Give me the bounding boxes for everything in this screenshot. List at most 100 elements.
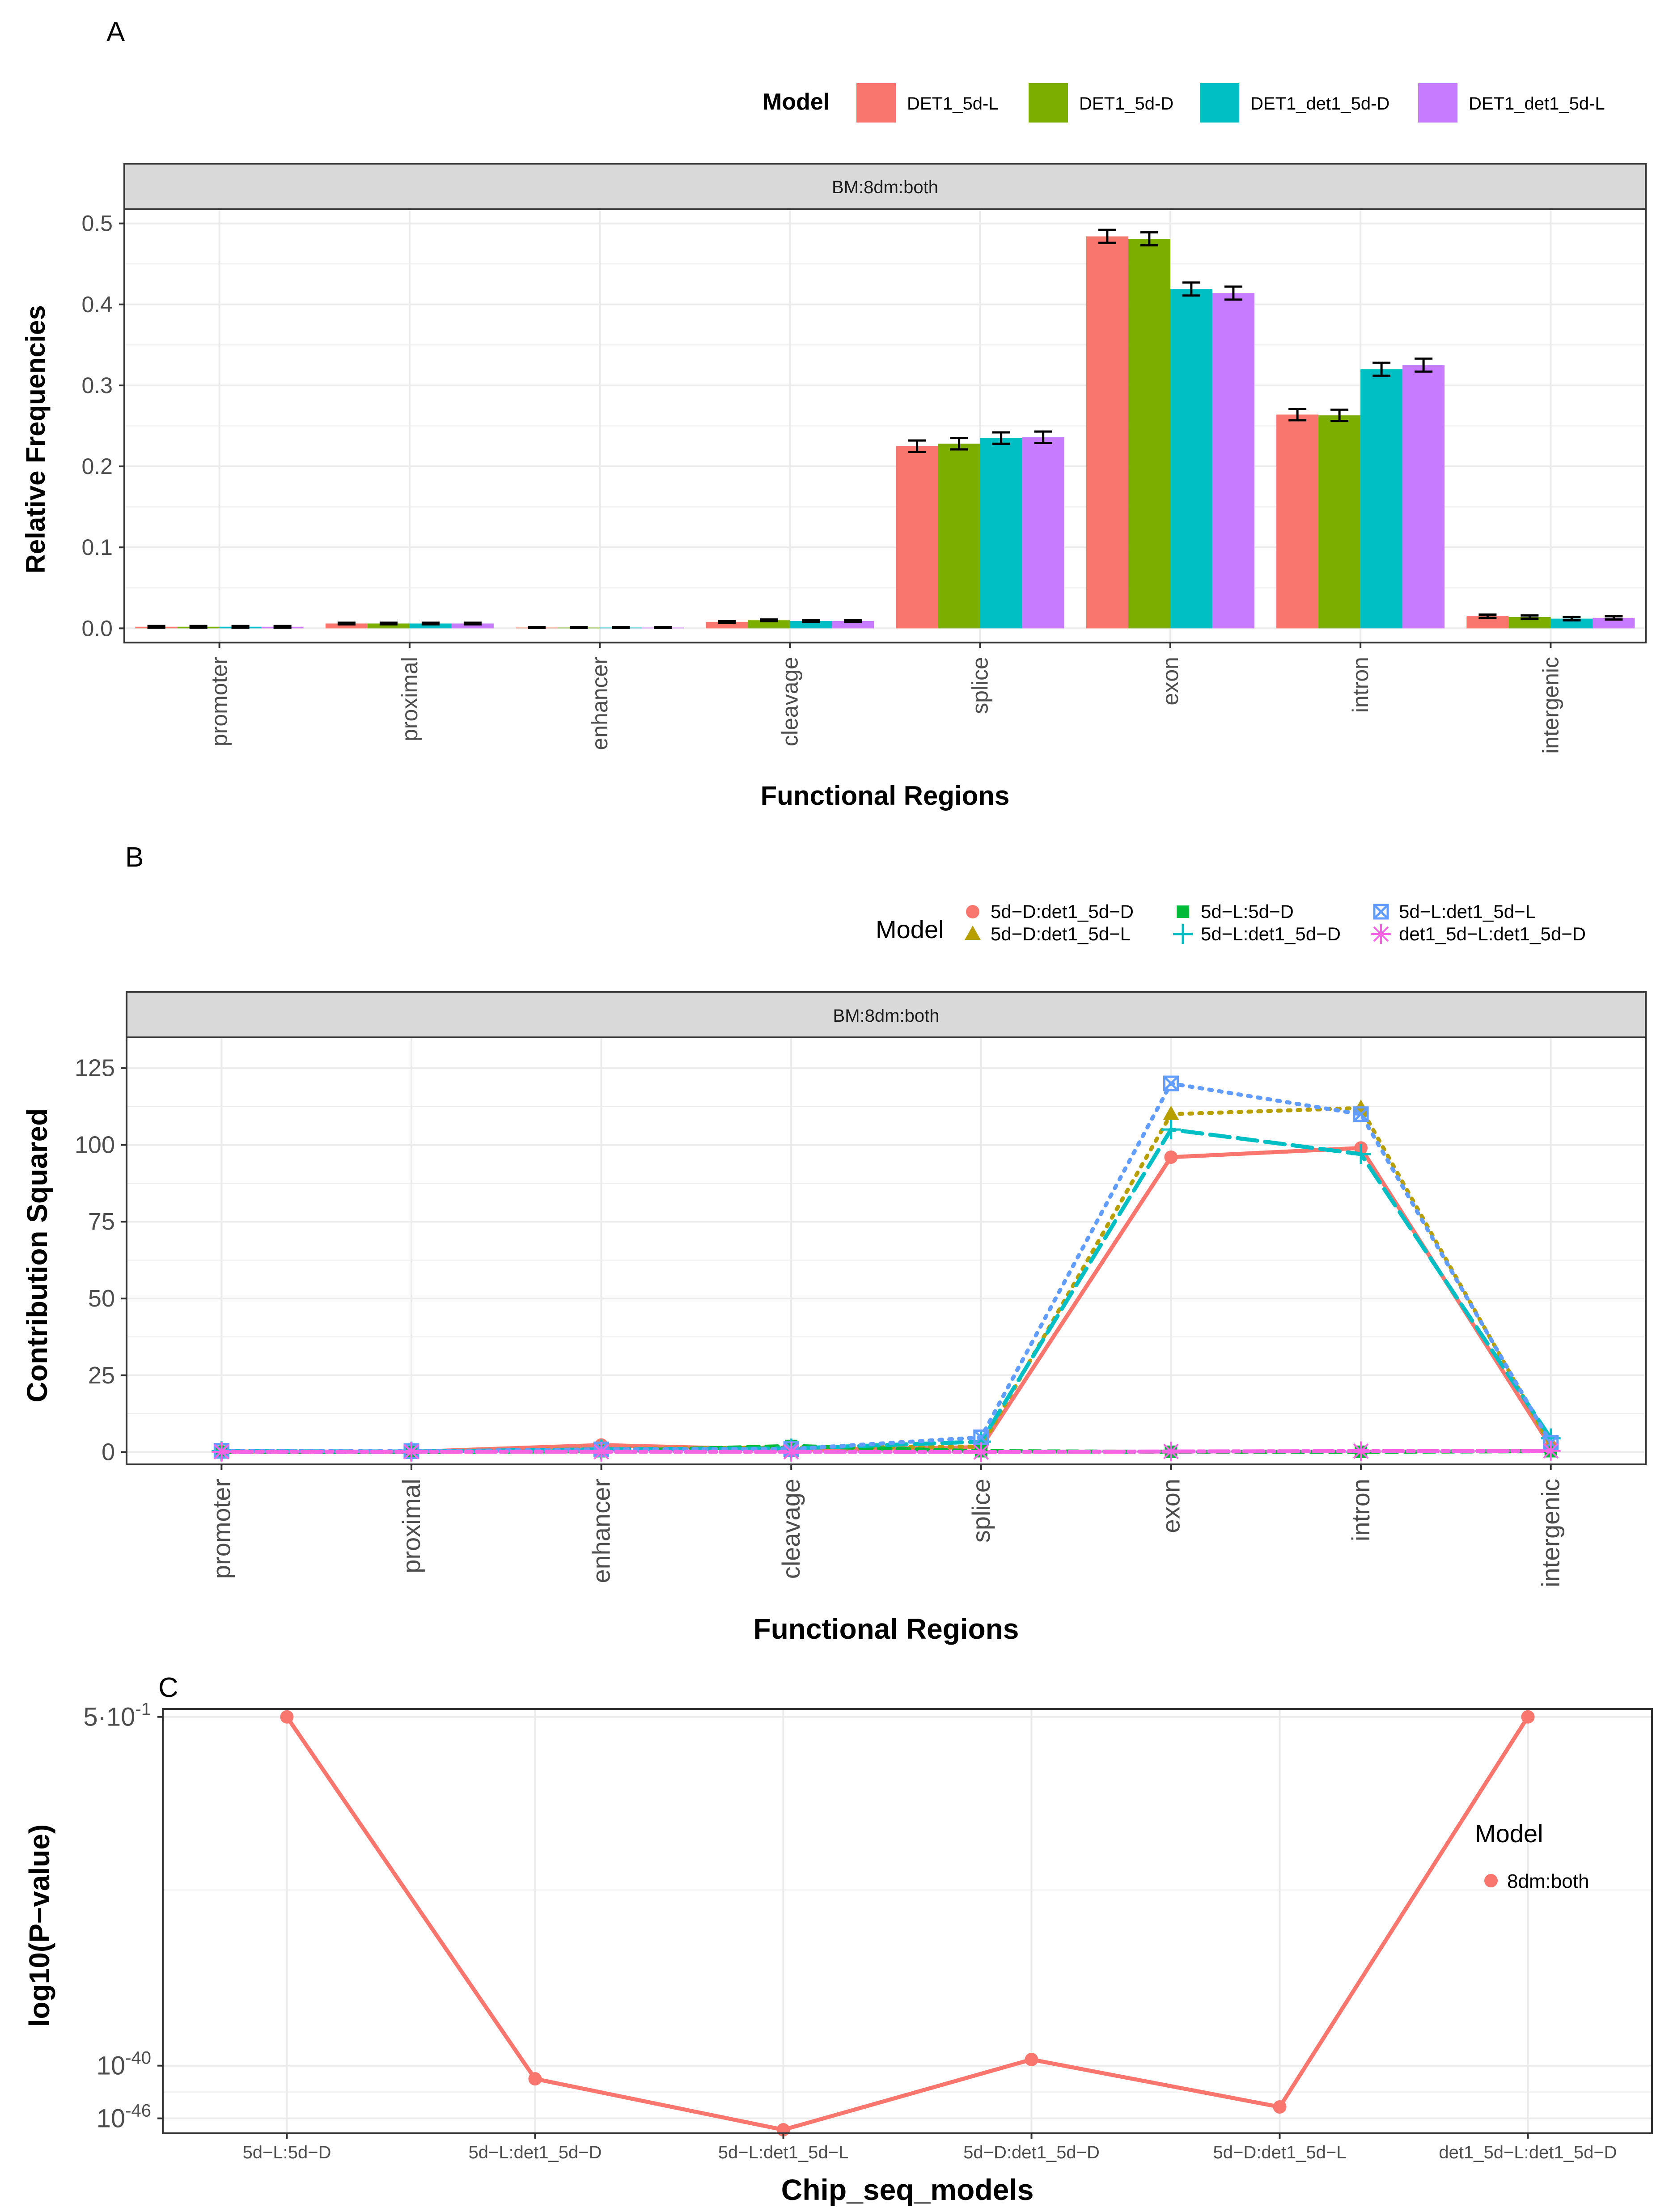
data-point [781, 1442, 801, 1462]
data-point [1161, 1120, 1181, 1140]
data-point [401, 1442, 421, 1462]
error-bar [528, 626, 546, 629]
bar [980, 438, 1022, 629]
legend-swatch [1418, 83, 1457, 123]
bar [409, 623, 452, 629]
data-point [1351, 1441, 1371, 1461]
y-tick-label: 0.3 [81, 373, 113, 398]
legend-swatch [856, 83, 896, 123]
bar [938, 444, 980, 629]
legend-key [1373, 904, 1389, 920]
series-line-group [212, 1441, 1561, 1462]
error-bar [802, 619, 820, 623]
panel-b-letter: B [125, 842, 144, 873]
error-bar [189, 625, 208, 629]
x-tick-label: proximal [397, 1479, 425, 1573]
error-bar [844, 619, 862, 623]
bar [1318, 415, 1361, 629]
legend-label: DET1_det1_5d-D [1250, 94, 1389, 114]
x-tick-label: enhancer [587, 1479, 615, 1583]
error-bar [1478, 613, 1497, 619]
facet-label: BM:8dm:both [832, 178, 938, 197]
bar [832, 621, 874, 629]
bar [1360, 369, 1403, 629]
legend-label: det1_5d−L:det1_5d−D [1399, 923, 1586, 944]
bar [896, 446, 938, 629]
error-bar [147, 625, 165, 629]
error-bar [950, 437, 968, 451]
y-tick-label: 0.4 [81, 292, 113, 317]
series [212, 1075, 1561, 1462]
y-axis-title: Contribution Squared [21, 1108, 53, 1403]
error-bar [570, 626, 588, 629]
x-tick-label: cleavage [777, 657, 802, 746]
legend-label: 5d−L:det1_5d−L [1399, 901, 1536, 922]
legend-label: 5d−D:det1_5d−D [991, 901, 1134, 922]
x-tick-label: intergenic [1538, 657, 1563, 754]
legend-swatch [1029, 83, 1068, 123]
legend-label: DET1_det1_5d-L [1469, 94, 1605, 114]
x-tick-label: det1_5d−L:det1_5d−D [1439, 2143, 1617, 2162]
bar [706, 622, 748, 629]
y-tick-label: 10-40 [97, 2048, 151, 2081]
data-point [1164, 1150, 1178, 1164]
x-tick-label: enhancer [587, 657, 612, 750]
panel-c-letter: C [158, 1672, 178, 1703]
x-tick-label: splice [967, 1479, 995, 1543]
y-axis-title: Relative Frequencies [21, 305, 51, 573]
y-tick-label: 0.1 [81, 535, 113, 560]
error-bar [1140, 231, 1158, 247]
error-bar [718, 620, 736, 624]
y-tick-label: 75 [88, 1208, 115, 1235]
series-line [219, 1449, 1553, 1455]
panel-border [126, 1036, 1647, 1465]
y-tick-label: 5·10-1 [83, 1700, 151, 1732]
series-line [219, 1127, 1553, 1454]
error-bar [1224, 285, 1242, 301]
panel-a: A Model DET1_5d-L DET1_5d-D DET1_det1_5d-D DE… [21, 17, 1647, 811]
panel-a-legend: Model DET1_5d-L DET1_5d-D DET1_det1_5d-D DET… [762, 83, 1605, 123]
y-axis-title: log10(P−value) [23, 1824, 55, 2027]
bar [1128, 239, 1170, 629]
data-point [591, 1442, 611, 1462]
panel-a-letter: A [106, 17, 125, 47]
data-point [1273, 2100, 1287, 2114]
legend-swatch [1200, 83, 1239, 123]
y-tick-base: 10 [97, 2051, 126, 2081]
data-point [1521, 1710, 1535, 1724]
bar [325, 623, 368, 629]
x-tick-label: cleavage [777, 1479, 805, 1579]
bar [1022, 437, 1064, 629]
series-line [285, 1716, 1530, 2132]
series-line-group [212, 1120, 1561, 1462]
gridlines [127, 1037, 1646, 1464]
y-tick-label: 0.0 [81, 616, 113, 641]
x-tick-label: intergenic [1537, 1479, 1565, 1587]
error-bar [612, 626, 630, 629]
error-bar [1098, 228, 1116, 244]
error-bar [1563, 616, 1581, 622]
y-tick-label: 100 [75, 1131, 115, 1158]
bar [1212, 293, 1254, 629]
x-tick-label: proximal [397, 657, 422, 741]
x-axis-title: Chip_seq_models [781, 2173, 1034, 2206]
legend-label: 5d−D:det1_5d−L [991, 923, 1131, 944]
legend-key [1371, 924, 1391, 944]
y-tick-label: 0.5 [81, 211, 113, 236]
x-tick-label: 5d−D:det1_5d−D [963, 2143, 1100, 2162]
x-tick-label: promoter [207, 1479, 235, 1579]
series-line-group [213, 1075, 1559, 1459]
data-point [280, 1710, 294, 1724]
data-point [212, 1442, 232, 1462]
data-point [1163, 1075, 1179, 1091]
series-line [219, 1146, 1553, 1454]
series-line [219, 1081, 1553, 1453]
error-bar [1415, 357, 1433, 373]
data-point [971, 1442, 991, 1462]
error-bar [908, 439, 926, 453]
y-tick-label: 125 [75, 1055, 115, 1082]
data-point [1351, 1144, 1371, 1164]
bars [135, 228, 1635, 629]
error-bar [337, 622, 356, 626]
